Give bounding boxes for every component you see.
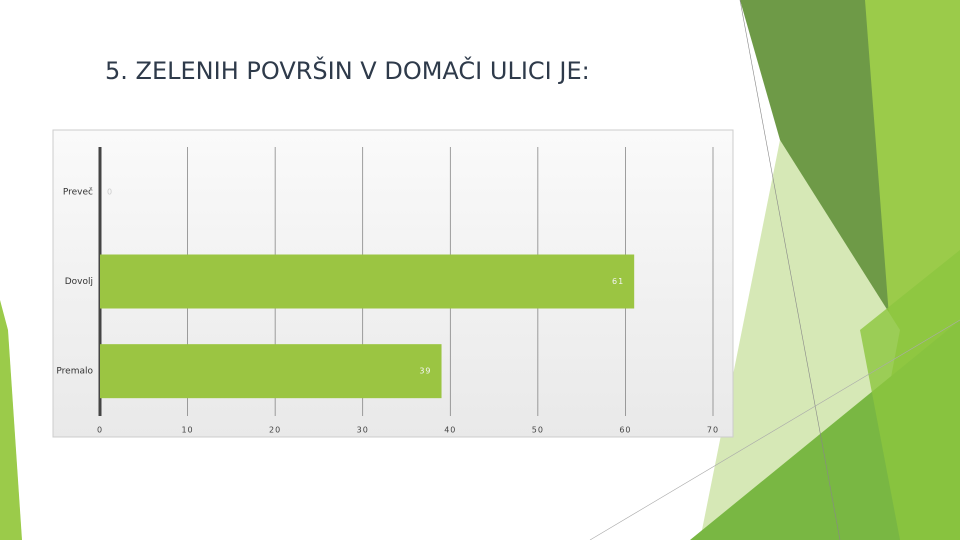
y-tick-label: Premalo xyxy=(56,367,93,377)
x-tick-label: 60 xyxy=(619,426,631,435)
x-tick-label: 40 xyxy=(444,426,456,435)
x-tick-label: 50 xyxy=(532,426,544,435)
x-tick-label: 30 xyxy=(357,426,369,435)
x-tick-label: 20 xyxy=(269,426,281,435)
value-label: 39 xyxy=(419,367,431,376)
x-tick-label: 0 xyxy=(97,426,103,435)
y-tick-label: Preveč xyxy=(63,186,93,197)
bar xyxy=(100,254,635,309)
value-label: 0 xyxy=(107,187,113,196)
x-tick-label: 70 xyxy=(707,426,719,435)
chart-title: 5. ZELENIH POVRŠIN V DOMAČI ULICI JE: xyxy=(105,55,590,85)
x-tick-label: 10 xyxy=(181,426,193,435)
value-label: 61 xyxy=(612,277,624,286)
bar xyxy=(100,344,442,399)
y-tick-label: Dovolj xyxy=(65,277,93,287)
plot: 0 10 20 30 40 50 60 70 Preveč 0 Dovolj 61 Premalo 39 xyxy=(56,147,719,435)
